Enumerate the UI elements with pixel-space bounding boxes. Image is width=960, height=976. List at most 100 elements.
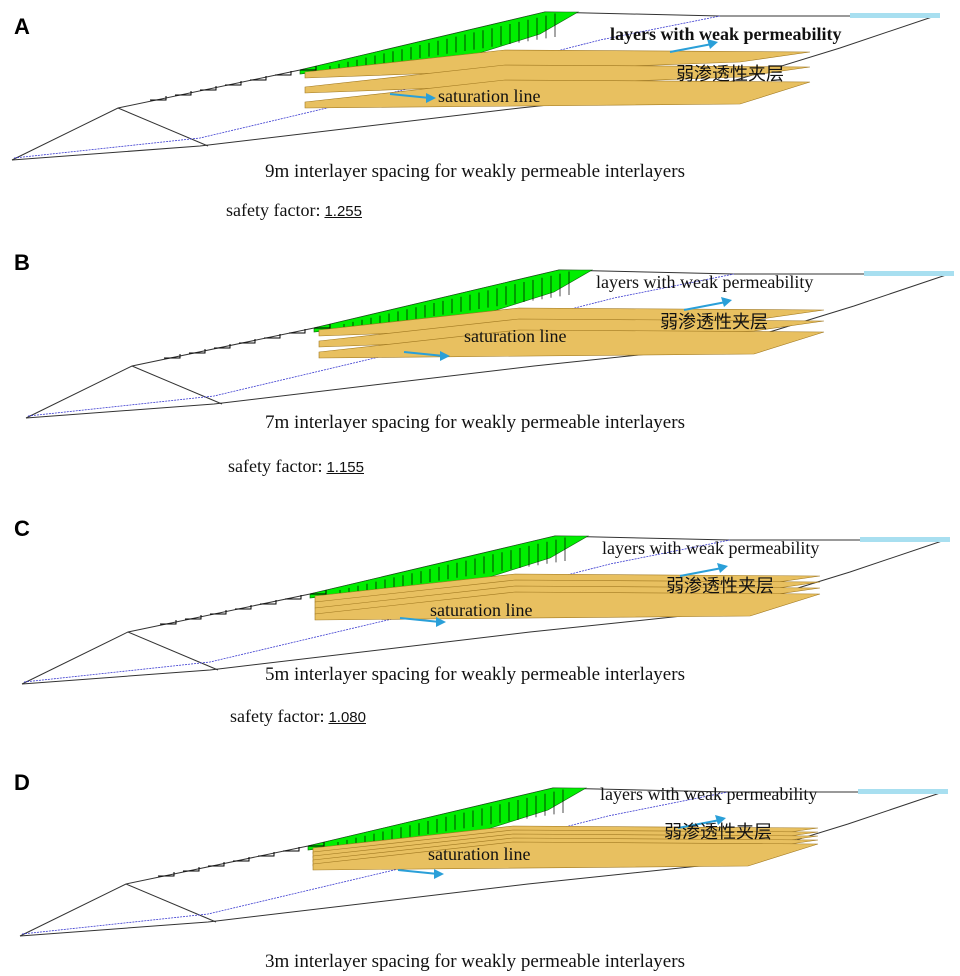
berm-step — [164, 354, 181, 359]
panel-d: D layers with weak permeability 弱渗透性夹层 s… — [0, 762, 960, 976]
saturation-line — [27, 273, 735, 417]
panel-caption: 7m interlayer spacing for weakly permeab… — [265, 412, 685, 433]
berm-step — [183, 867, 200, 872]
slope-diagram-b — [25, 269, 954, 419]
slip-mass — [309, 535, 590, 599]
berm-step — [175, 91, 192, 96]
berm-step — [285, 595, 302, 600]
saturation-line — [23, 539, 731, 683]
berm-step — [308, 842, 325, 847]
weak-layer-annotation-zh: 弱渗透性夹层 — [676, 64, 784, 85]
safety-factor: safety factor: 1.080 — [230, 706, 366, 727]
berm-step — [260, 600, 277, 605]
weak-layer-arrow-head — [715, 815, 726, 825]
slip-mass — [299, 11, 580, 75]
panel-caption: 5m interlayer spacing for weakly permeab… — [265, 664, 685, 685]
weak-layer-annotation: layers with weak permeability — [610, 24, 842, 44]
weak-layer-arrow — [679, 567, 723, 577]
panel-c: C layers with weak permeability 弱渗透性夹层 s… — [0, 514, 960, 744]
saturation-line-annotation: saturation line — [428, 844, 531, 864]
panel-label: B — [14, 250, 30, 275]
panel-caption: 9m interlayer spacing for weakly permeab… — [265, 161, 685, 182]
slope-base-line — [21, 539, 946, 685]
saturation-arrow — [399, 617, 441, 623]
slope-diagram-c — [21, 535, 950, 685]
slip-mass — [313, 269, 594, 333]
weak-layer-annotation: layers with weak permeability — [600, 784, 818, 804]
berm-step — [233, 857, 250, 862]
weak-layer-annotation: layers with weak permeability — [596, 272, 814, 292]
safety-factor-label: safety factor: — [226, 200, 321, 220]
saturation-line — [13, 15, 721, 159]
safety-factor-value: 1.080 — [328, 709, 366, 726]
weak-layer-annotation: layers with weak permeability — [602, 538, 820, 558]
internal-boundary-line — [131, 365, 223, 405]
weak-layer-arrow — [683, 301, 727, 311]
saturation-arrow-head — [436, 617, 446, 627]
weak-layer-arrow-head — [707, 39, 718, 49]
saturation-arrow — [389, 93, 431, 99]
safety-factor-label: safety factor: — [228, 456, 323, 476]
water-surface — [864, 271, 954, 276]
water-surface — [860, 537, 950, 542]
berm-step — [289, 329, 306, 334]
berm-step — [200, 86, 217, 91]
berm-step — [250, 76, 267, 81]
berm-step — [258, 852, 275, 857]
weak-interlayer — [314, 591, 821, 621]
weak-interlayer — [318, 329, 825, 359]
berm-step — [225, 81, 242, 86]
saturation-arrow-head — [426, 93, 436, 103]
panel-a: A layers with weak permeability 弱渗透性夹层 s… — [0, 0, 960, 230]
saturation-arrow — [403, 351, 445, 357]
berm-step — [283, 847, 300, 852]
panel-caption: 3m interlayer spacing for weakly permeab… — [265, 951, 685, 972]
berm-step — [235, 605, 252, 610]
berm-step — [208, 862, 225, 867]
weak-layer-annotation-zh: 弱渗透性夹层 — [666, 576, 774, 597]
slope-diagram-d — [19, 787, 948, 937]
saturation-line-annotation: saturation line — [464, 326, 567, 346]
berm-step — [150, 96, 167, 101]
slope-diagram-a — [11, 11, 940, 161]
berm-step — [239, 339, 256, 344]
internal-boundary-line — [127, 631, 219, 671]
slip-mass — [307, 787, 588, 851]
berm-step — [185, 615, 202, 620]
weak-layer-arrow-head — [721, 297, 732, 307]
berm-step — [310, 590, 327, 595]
berm-step — [189, 349, 206, 354]
saturation-line-annotation: saturation line — [438, 86, 541, 106]
saturation-arrow-head — [440, 351, 450, 361]
weak-interlayer — [304, 64, 811, 94]
internal-boundary-line — [117, 107, 209, 147]
safety-factor: safety factor: 1.255 — [226, 200, 362, 221]
berm-step — [158, 872, 175, 877]
internal-boundary-line — [125, 883, 217, 923]
berm-step — [160, 620, 177, 625]
weak-layer-annotation-zh: 弱渗透性夹层 — [664, 822, 772, 843]
weak-interlayer — [304, 79, 811, 109]
panel-label: C — [14, 516, 30, 541]
slope-base-line — [25, 273, 950, 419]
safety-factor-value: 1.155 — [326, 459, 364, 476]
panel-b: B layers with weak permeability 弱渗透性夹层 s… — [0, 248, 960, 478]
weak-interlayer — [304, 49, 811, 79]
berm-step — [210, 610, 227, 615]
weak-layer-arrow — [669, 43, 713, 53]
water-surface — [858, 789, 948, 794]
berm-step — [300, 66, 317, 71]
saturation-line-annotation: saturation line — [430, 600, 533, 620]
safety-factor: safety factor: 1.155 — [228, 456, 364, 477]
berm-step — [214, 344, 231, 349]
weak-layer-arrow — [677, 819, 721, 829]
safety-factor-label: safety factor: — [230, 706, 325, 726]
weak-interlayer — [312, 841, 819, 871]
water-surface — [850, 13, 940, 18]
weak-layer-arrow-head — [717, 563, 728, 573]
slope-base-line — [19, 791, 944, 937]
safety-factor-value: 1.255 — [324, 203, 362, 220]
weak-layer-annotation-zh: 弱渗透性夹层 — [660, 312, 768, 333]
panel-label: A — [14, 14, 30, 39]
panel-label: D — [14, 770, 30, 795]
